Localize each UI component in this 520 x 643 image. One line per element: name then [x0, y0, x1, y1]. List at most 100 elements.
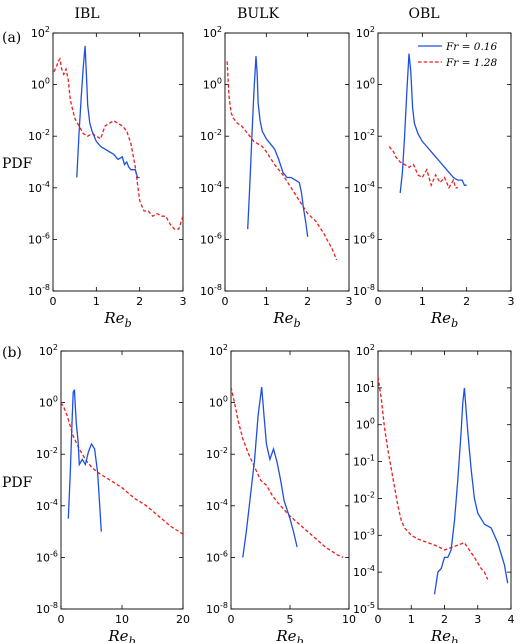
- y-tick-label: 10-4: [28, 180, 50, 195]
- y-tick-label: 10-2: [353, 490, 375, 505]
- y-tick-label: 10-4: [353, 564, 375, 579]
- x-axis-label: Reb: [275, 627, 303, 643]
- y-tick-label: 10-2: [36, 446, 58, 461]
- legend-label: Fr = 0.16: [445, 41, 497, 53]
- y-tick-label: 10-2: [200, 128, 222, 143]
- x-tick-label: 0: [375, 295, 382, 308]
- y-tick-label: 10-4: [200, 180, 222, 195]
- y-tick-label: 10-6: [200, 231, 222, 246]
- x-tick-label: 4: [508, 613, 515, 626]
- x-tick-label: 1: [263, 295, 270, 308]
- y-tick-label: 10-2: [353, 128, 375, 143]
- x-tick-label: 0: [50, 295, 57, 308]
- x-tick-label: 0: [228, 613, 235, 626]
- panel-a-OBL: 0 1 2 3 10-8 10-6 10-4 10-2 100 102 Reb: [353, 25, 514, 330]
- y-tick-label: 100: [356, 417, 375, 432]
- x-tick-label: 2: [463, 295, 470, 308]
- series-line-fr-0-16: [242, 387, 298, 558]
- column-title-bulk: BULK: [237, 6, 279, 22]
- x-tick-label: 3: [508, 295, 515, 308]
- series-line-fr-1-28: [226, 61, 338, 261]
- y-tick-label: 10-5: [353, 601, 375, 616]
- y-tick-label: 10-4: [206, 498, 228, 513]
- y-tick-label: 10-2: [28, 128, 50, 143]
- y-tick-label: 10-6: [353, 231, 375, 246]
- series-line-fr-1-28: [231, 386, 344, 558]
- series-line-fr-1-28: [388, 146, 458, 190]
- series-line-fr-0-16: [247, 56, 309, 237]
- y-tick-label: 101: [356, 380, 375, 395]
- x-tick-label: 5: [287, 613, 294, 626]
- series-line-fr-1-28: [53, 57, 183, 230]
- x-tick-label: 0: [58, 613, 65, 626]
- series-line-fr-0-16: [67, 389, 102, 532]
- series-line-fr-1-28: [61, 402, 183, 535]
- axes-frame: [377, 350, 512, 610]
- x-tick-label: 1: [93, 295, 100, 308]
- y-tick-label: 10-1: [353, 454, 375, 469]
- legend: Fr = 0.16 Fr = 1.28: [418, 41, 497, 69]
- axes-frame: [52, 32, 184, 292]
- axes-frame: [377, 32, 512, 292]
- y-tick-label: 10-8: [353, 283, 375, 298]
- axes-frame: [224, 32, 350, 292]
- y-tick-label: 10-8: [28, 283, 50, 298]
- y-tick-label: 10-4: [36, 498, 58, 513]
- x-tick-label: 10: [115, 613, 129, 626]
- x-axis-label: Reb: [272, 309, 300, 330]
- x-axis-label: Reb: [430, 627, 458, 643]
- y-tick-label: 100: [31, 77, 50, 92]
- y-tick-label: 100: [209, 395, 228, 410]
- x-tick-label: 1: [408, 613, 415, 626]
- y-tick-label: 10-8: [36, 601, 58, 616]
- y-tick-label: 10-4: [353, 180, 375, 195]
- axes-frame: [60, 350, 184, 610]
- y-tick-label: 100: [203, 77, 222, 92]
- x-tick-label: 3: [346, 295, 353, 308]
- ylabel-row-a: PDF: [2, 156, 33, 172]
- x-tick-label: 2: [136, 295, 143, 308]
- legend-label: Fr = 1.28: [445, 57, 497, 69]
- column-title-obl: OBL: [408, 6, 439, 22]
- y-tick-label: 102: [356, 343, 375, 358]
- x-tick-label: 20: [176, 613, 190, 626]
- series-line-fr-1-28: [378, 376, 489, 580]
- y-tick-label: 102: [203, 25, 222, 40]
- series-line-fr-0-16: [76, 45, 140, 179]
- y-tick-label: 102: [39, 343, 58, 358]
- panel-b-BULK: 0 5 10 10-8 10-6 10-4 10-2 100 102 Reb: [206, 343, 356, 643]
- y-tick-label: 102: [31, 25, 50, 40]
- x-tick-label: 10: [342, 613, 356, 626]
- panel-b-OBL: 0 1 2 3 4 10-5 10-4 10-3 10-2 10-1 100 101 102 Reb: [353, 343, 514, 643]
- series-line-fr-0-16: [433, 387, 509, 595]
- y-tick-label: 10-6: [206, 549, 228, 564]
- panel-b-IBL: 0 10 20 10-8 10-6 10-4 10-2 100 102 Reb: [36, 343, 190, 643]
- y-tick-label: 10-3: [353, 527, 375, 542]
- series-line-fr-0-16: [399, 53, 467, 194]
- panel-a-IBL: 0 1 2 3 10-8 10-6 10-4 10-2 100 102 Reb: [28, 25, 186, 330]
- y-tick-label: 10-2: [206, 446, 228, 461]
- y-tick-label: 100: [39, 395, 58, 410]
- ylabel-row-b: PDF: [2, 475, 33, 491]
- y-tick-label: 10-8: [200, 283, 222, 298]
- y-tick-label: 10-6: [28, 231, 50, 246]
- y-tick-label: 10-6: [36, 549, 58, 564]
- y-tick-label: 102: [209, 343, 228, 358]
- x-tick-label: 1: [419, 295, 426, 308]
- y-tick-label: 100: [356, 77, 375, 92]
- x-axis-label: Reb: [103, 309, 131, 330]
- panel-a-BULK: 0 1 2 3 10-8 10-6 10-4 10-2 100 102 Reb: [200, 25, 352, 330]
- row-label-b: (b): [2, 345, 22, 361]
- axes-frame: [230, 350, 350, 610]
- column-title-ibl: IBL: [74, 6, 99, 22]
- x-axis-label: Reb: [107, 627, 135, 643]
- x-tick-label: 0: [375, 613, 382, 626]
- x-tick-label: 3: [474, 613, 481, 626]
- x-axis-label: Reb: [430, 309, 458, 330]
- y-tick-label: 10-8: [206, 601, 228, 616]
- row-label-a: (a): [2, 30, 21, 46]
- x-tick-label: 0: [222, 295, 229, 308]
- x-tick-label: 2: [304, 295, 311, 308]
- x-tick-label: 3: [180, 295, 187, 308]
